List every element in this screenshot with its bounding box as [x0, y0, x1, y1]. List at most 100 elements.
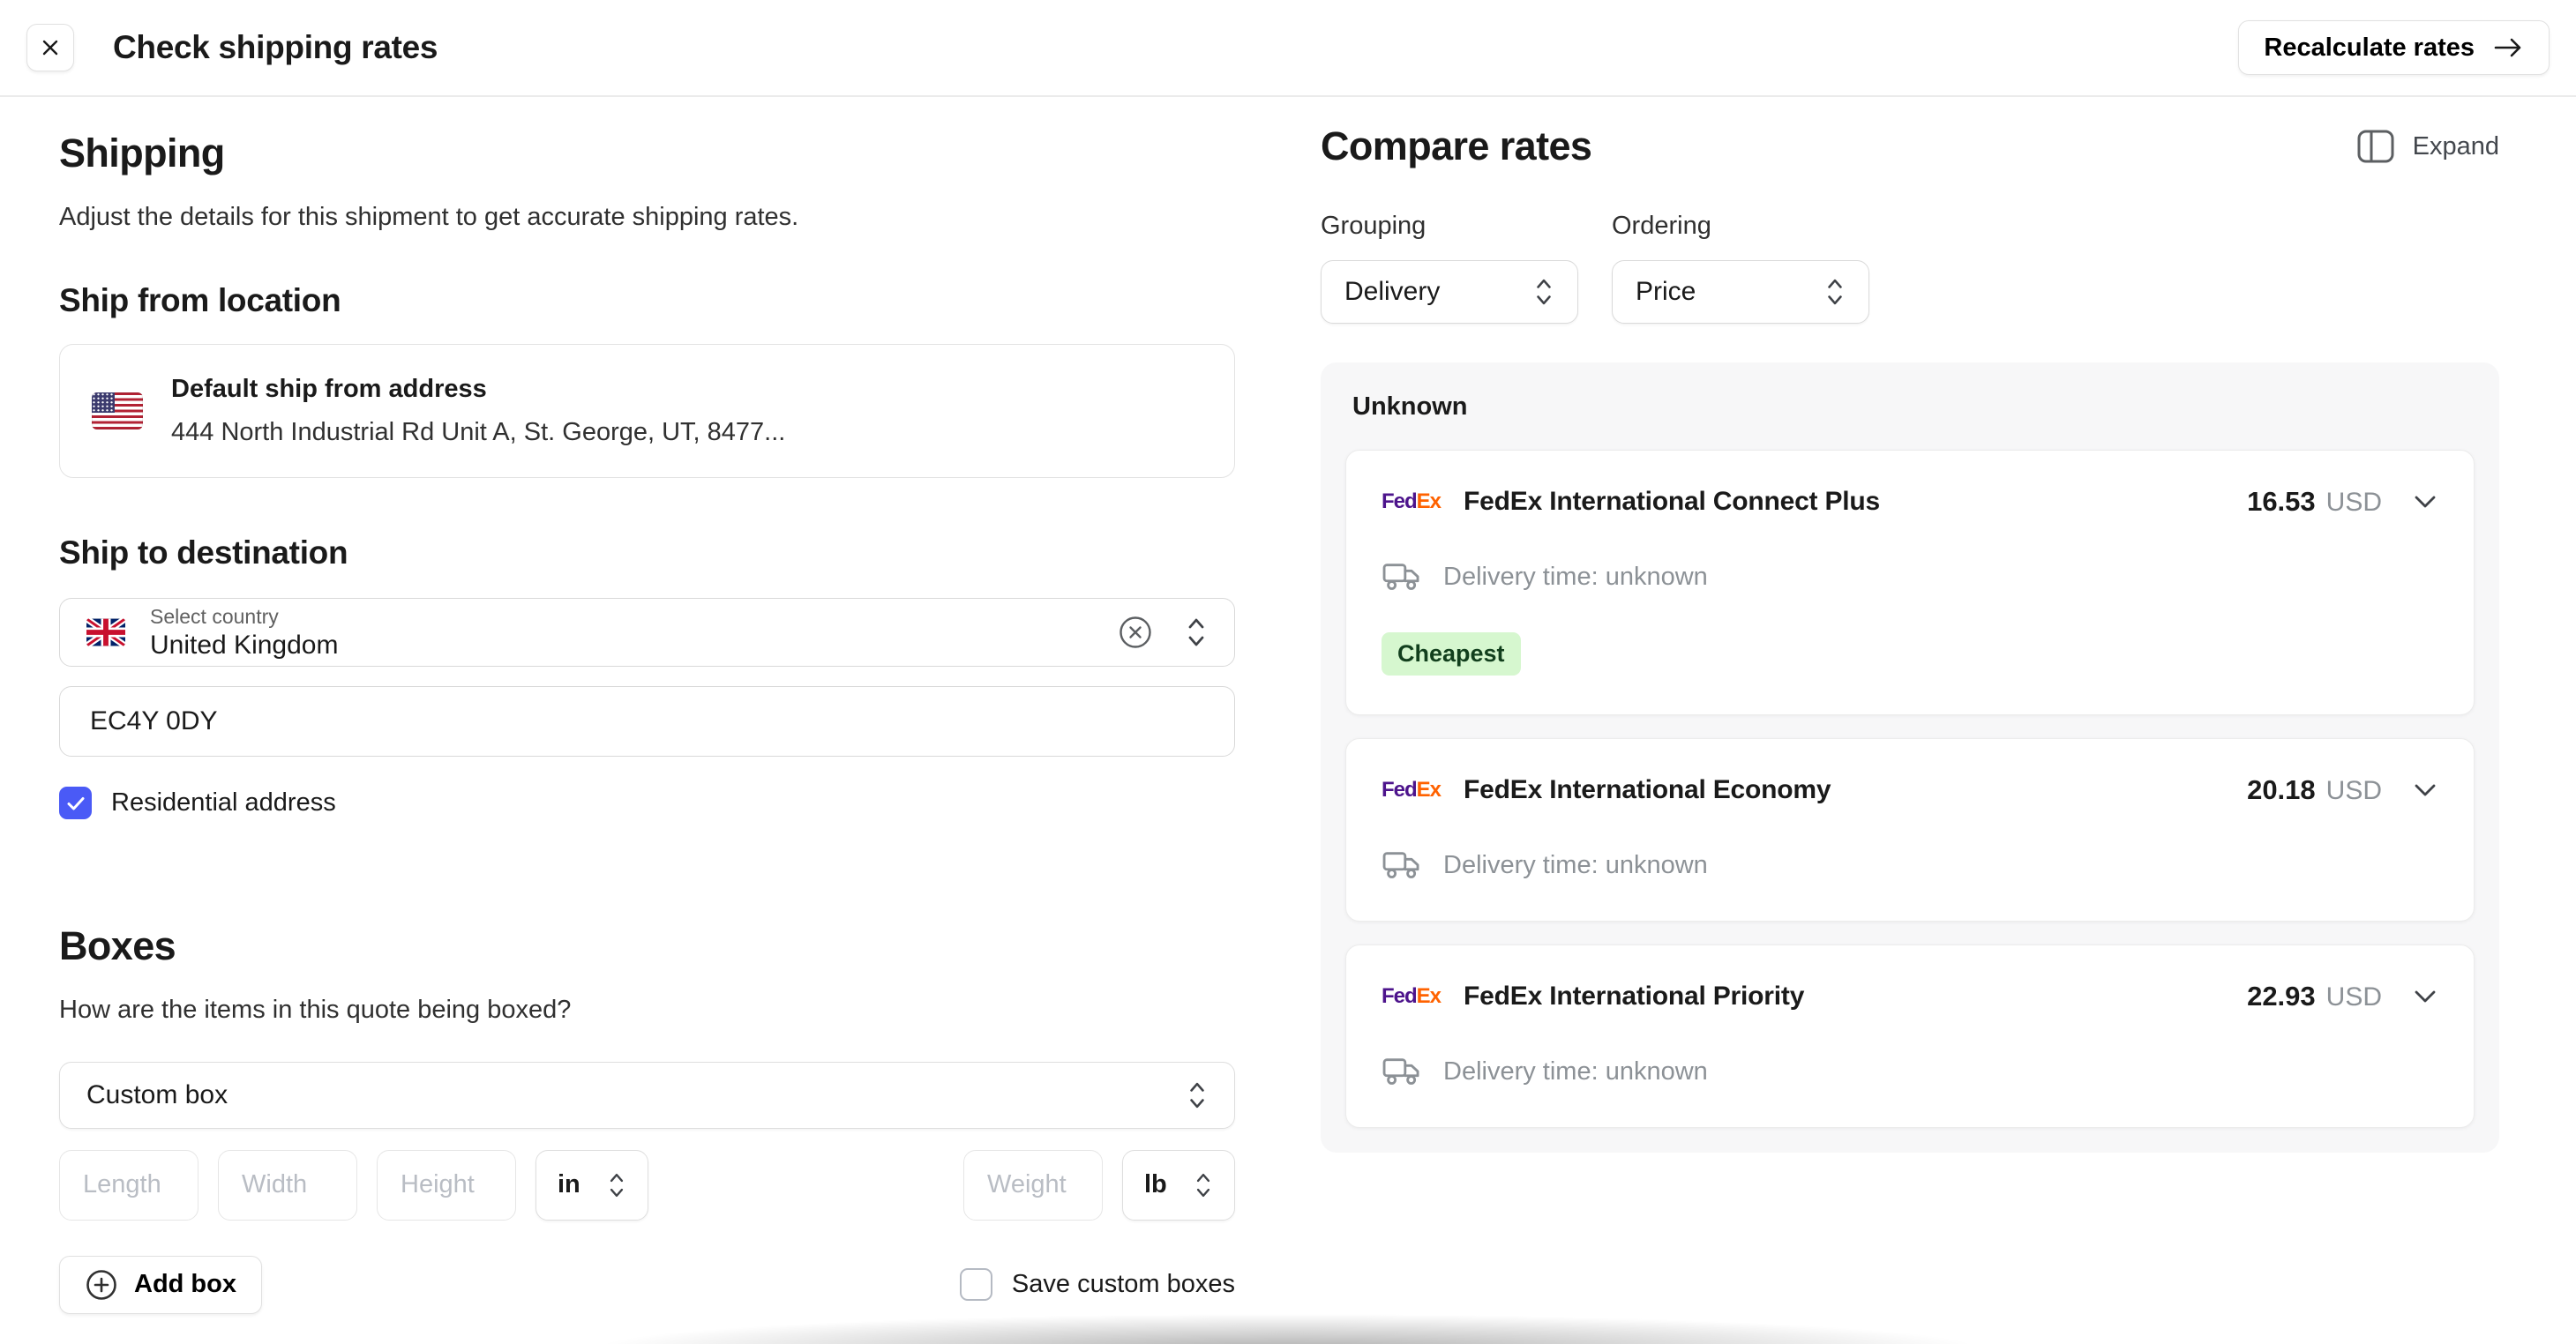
- weight-input[interactable]: [963, 1149, 1103, 1221]
- rate-delivery-row: Delivery time: unknown: [1382, 848, 2438, 882]
- bottom-scroll-shadow: [415, 1314, 2161, 1344]
- ship-from-address-card[interactable]: Default ship from address 444 North Indu…: [59, 344, 1235, 479]
- rate-delivery-text: Delivery time: unknown: [1443, 562, 1708, 591]
- close-icon: [42, 40, 58, 56]
- fedex-logo: FedEx: [1382, 489, 1442, 513]
- save-custom-boxes-checkbox[interactable]: [959, 1268, 992, 1301]
- rate-price: 22.93: [2247, 981, 2316, 1012]
- weight-unit-select[interactable]: lb: [1122, 1149, 1235, 1221]
- cheapest-badge: Cheapest: [1382, 632, 1521, 676]
- panel-expand-icon: [2357, 130, 2394, 163]
- rate-service-name: FedEx International Priority: [1464, 982, 1805, 1011]
- rate-price-group: 22.93 USD: [2247, 981, 2438, 1012]
- rate-controls: Grouping Delivery Ordering Price: [1321, 212, 2499, 324]
- chevron-updown-icon: [1188, 618, 1204, 646]
- weight-unit-value: lb: [1144, 1170, 1167, 1198]
- us-flag-icon: [92, 392, 143, 430]
- shipping-description: Adjust the details for this shipment to …: [59, 203, 799, 231]
- rate-currency: USD: [2325, 982, 2382, 1012]
- ship-from-address-title: Default ship from address: [171, 375, 487, 404]
- rate-delivery-text: Delivery time: unknown: [1443, 1057, 1708, 1086]
- ordering-label: Ordering: [1612, 212, 1711, 240]
- chevron-updown-icon: [1190, 1082, 1204, 1108]
- delivery-truck-icon: [1382, 564, 1419, 590]
- boxes-title: Boxes: [59, 923, 176, 969]
- country-select-value: United Kingdom: [150, 630, 339, 660]
- chevron-updown-icon: [1828, 279, 1842, 305]
- ship-from-address-text: Default ship from address 444 North Indu…: [171, 375, 785, 447]
- rate-price-group: 16.53 USD: [2247, 486, 2438, 518]
- check-icon: [67, 796, 84, 810]
- rate-main-row: FedEx FedEx International Priority 22.93…: [1382, 981, 2438, 1012]
- ordering-field: Ordering Price: [1612, 212, 1869, 324]
- rate-service-name: FedEx International Connect Plus: [1464, 487, 1881, 516]
- ordering-select[interactable]: Price: [1612, 260, 1869, 324]
- grouping-value: Delivery: [1344, 277, 1441, 306]
- chevron-down-icon[interactable]: [2412, 493, 2438, 511]
- country-select[interactable]: Select country United Kingdom: [59, 598, 1235, 668]
- box-type-select[interactable]: Custom box: [59, 1061, 1235, 1129]
- width-input[interactable]: [218, 1149, 357, 1221]
- modal-header: Check shipping rates Recalculate rates: [0, 0, 2576, 97]
- rate-list: FedEx FedEx International Connect Plus 1…: [1345, 450, 2475, 1128]
- box-type-value: Custom box: [86, 1079, 228, 1109]
- country-select-label: Select country: [150, 604, 279, 628]
- recalculate-rates-button[interactable]: Recalculate rates: [2238, 20, 2550, 75]
- add-box-label: Add box: [134, 1270, 236, 1298]
- boxes-description: How are the items in this quote being bo…: [59, 996, 572, 1025]
- expand-button[interactable]: Expand: [2356, 129, 2499, 164]
- chevron-down-icon[interactable]: [2412, 988, 2438, 1005]
- rate-group-card: Unknown FedEx FedEx International Connec…: [1321, 362, 2499, 1153]
- rate-currency: USD: [2325, 776, 2382, 805]
- chevron-down-icon[interactable]: [2412, 781, 2438, 799]
- modal-title: Check shipping rates: [113, 29, 438, 65]
- rate-main-row: FedEx FedEx International Economy 20.18 …: [1382, 774, 2438, 806]
- ordering-value: Price: [1636, 277, 1696, 306]
- rate-service-name: FedEx International Economy: [1464, 775, 1831, 804]
- save-custom-boxes-label: Save custom boxes: [1011, 1270, 1235, 1298]
- grouping-field: Grouping Delivery: [1321, 212, 1578, 324]
- country-select-text: Select country United Kingdom: [150, 604, 339, 660]
- shipping-panel: Shipping Adjust the details for this shi…: [59, 123, 1235, 1314]
- fedex-logo: FedEx: [1382, 984, 1442, 1008]
- rate-currency: USD: [2325, 488, 2382, 517]
- rate-group-name: Unknown: [1352, 392, 1468, 421]
- chevron-updown-icon: [610, 1173, 624, 1197]
- save-custom-boxes-row: Save custom boxes: [959, 1268, 1235, 1301]
- recalculate-rates-label: Recalculate rates: [2264, 33, 2475, 62]
- ship-from-heading: Ship from location: [59, 282, 341, 319]
- rate-delivery-row: Delivery time: unknown: [1382, 560, 2438, 594]
- rate-price: 20.18: [2247, 774, 2316, 805]
- length-input[interactable]: [59, 1149, 198, 1221]
- compare-rates-panel: Compare rates Expand Grouping Delivery O…: [1321, 123, 2499, 1314]
- postal-code-input[interactable]: [59, 686, 1235, 758]
- rate-price: 16.53: [2247, 486, 2316, 517]
- close-button[interactable]: [26, 24, 74, 71]
- box-dimensions-row: in lb: [59, 1149, 1235, 1221]
- dimension-unit-select[interactable]: in: [535, 1149, 648, 1221]
- modal-body: Shipping Adjust the details for this shi…: [0, 97, 2576, 1314]
- plus-circle-icon: [86, 1269, 116, 1300]
- arrow-right-icon: [2494, 38, 2521, 57]
- residential-address-checkbox[interactable]: [59, 787, 92, 820]
- grouping-select[interactable]: Delivery: [1321, 260, 1578, 324]
- ship-to-heading: Ship to destination: [59, 534, 348, 571]
- rate-card[interactable]: FedEx FedEx International Economy 20.18 …: [1345, 738, 2475, 922]
- rate-delivery-text: Delivery time: unknown: [1443, 850, 1708, 879]
- delivery-truck-icon: [1382, 852, 1419, 878]
- chevron-updown-icon: [1537, 279, 1551, 305]
- residential-address-label: Residential address: [111, 788, 336, 818]
- ship-from-address-line: 444 North Industrial Rd Unit A, St. Geor…: [171, 418, 786, 447]
- add-box-button[interactable]: Add box: [59, 1255, 262, 1314]
- rate-card[interactable]: FedEx FedEx International Priority 22.93…: [1345, 945, 2475, 1128]
- rate-delivery-row: Delivery time: unknown: [1382, 1055, 2438, 1088]
- compare-rates-title: Compare rates: [1321, 123, 1592, 168]
- rate-card[interactable]: FedEx FedEx International Connect Plus 1…: [1345, 450, 2475, 715]
- uk-flag-icon: [86, 618, 125, 647]
- clear-country-icon[interactable]: [1118, 615, 1153, 650]
- residential-address-row: Residential address: [59, 787, 1235, 820]
- fedex-logo: FedEx: [1382, 778, 1442, 802]
- height-input[interactable]: [377, 1149, 516, 1221]
- grouping-label: Grouping: [1321, 212, 1427, 240]
